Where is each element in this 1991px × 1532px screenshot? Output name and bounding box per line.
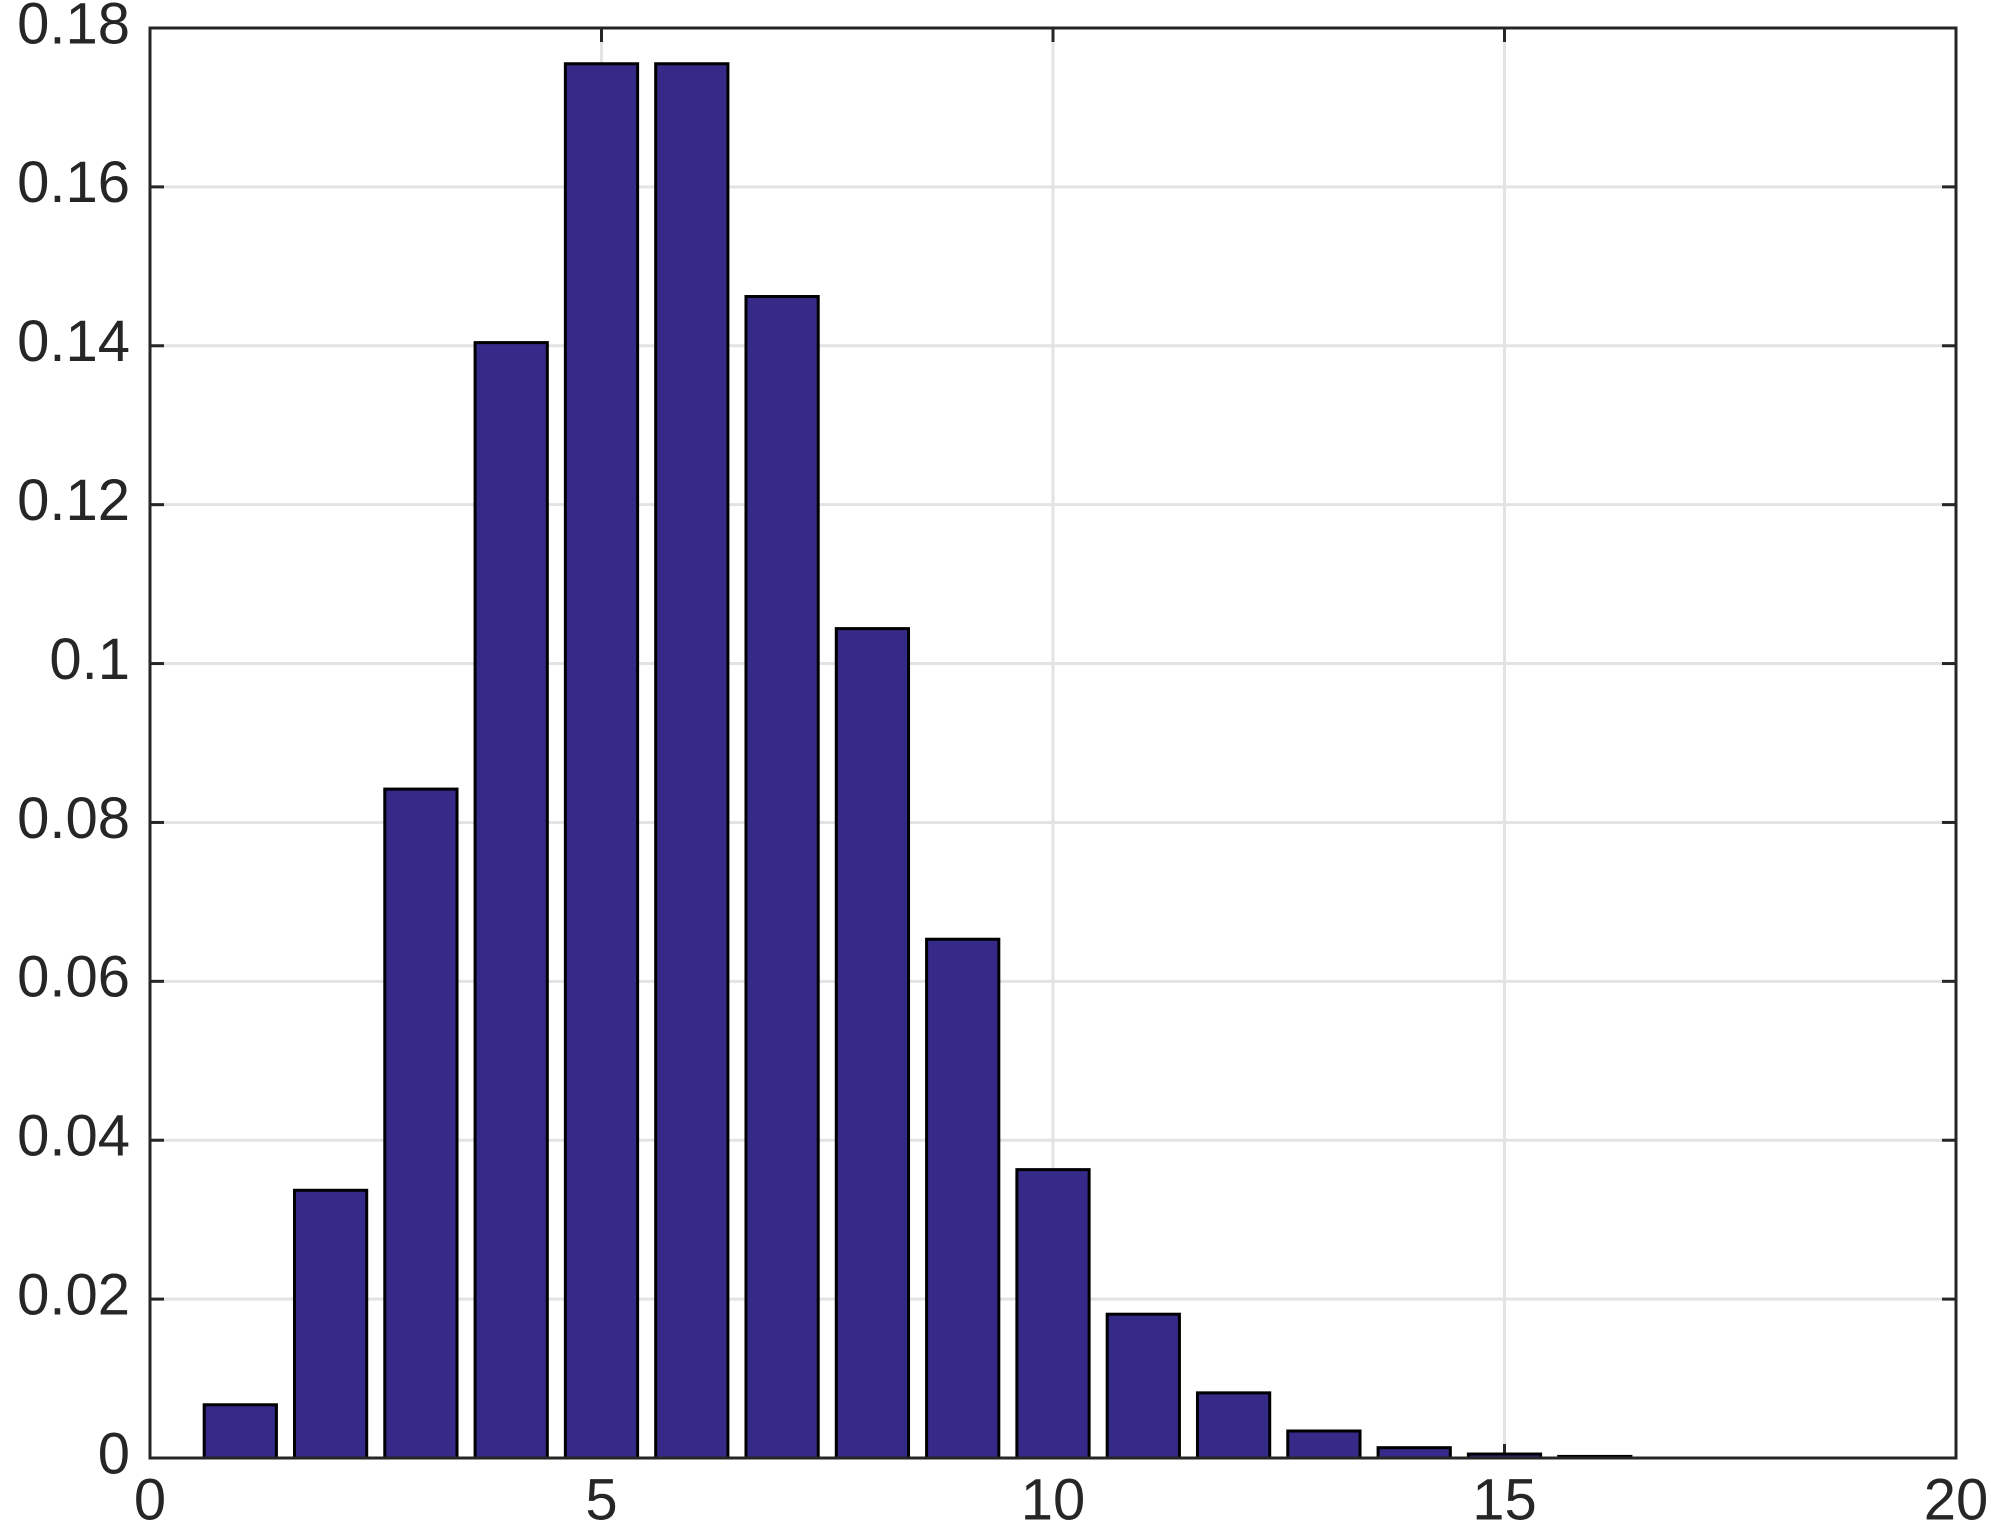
bar [1195,1391,1272,1460]
x-tick-label: 10 [1021,1467,1086,1532]
axes-box [148,26,1958,1460]
y-tick-label: 0.08 [17,786,130,851]
bar [925,937,1001,1460]
y-tick-label: 0 [98,1421,130,1486]
y-tick-label: 0.1 [49,627,130,692]
y-tick-label: 0.02 [17,1262,130,1327]
bar [744,295,820,1460]
y-tick-label: 0.06 [17,945,130,1010]
bar [383,787,459,1460]
bar [654,62,730,1460]
x-tick-label: 5 [585,1467,617,1532]
bar [1015,1168,1091,1460]
bar [202,1403,278,1460]
y-tick-label: 0.16 [17,150,130,215]
y-tick-label: 0.04 [17,1104,130,1169]
x-tick-label: 15 [1472,1467,1537,1532]
bar [1376,1446,1452,1460]
bar [834,627,911,1460]
x-tick-label: 20 [1924,1467,1989,1532]
y-tick-label: 0.12 [17,468,130,533]
bar [473,341,549,1460]
bar [292,1188,369,1460]
bar [563,62,640,1460]
bar [1105,1312,1181,1460]
x-tick-label: 0 [134,1467,166,1532]
y-tick-label: 0.18 [17,0,130,56]
y-tick-label: 0.14 [17,309,130,374]
bar [1286,1429,1362,1460]
